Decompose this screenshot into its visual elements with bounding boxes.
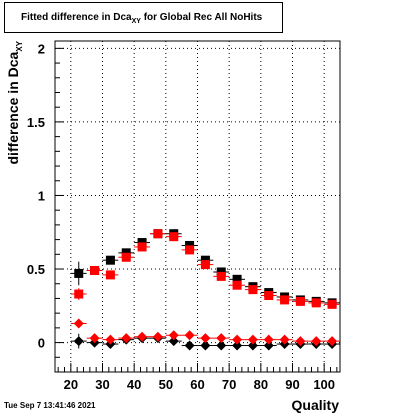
y-tick-label: 1.5 [27, 115, 45, 130]
y-tick-label: 0.5 [27, 262, 45, 277]
data-point-square [90, 265, 100, 275]
data-point-square [232, 280, 242, 290]
data-point-square [200, 260, 210, 270]
data-point-diamond [216, 333, 227, 344]
data-point-diamond [168, 336, 179, 347]
x-tick-label: 60 [190, 377, 204, 392]
x-tick-label: 70 [222, 377, 236, 392]
data-point-square [153, 229, 163, 239]
x-axis-label: Quality [292, 397, 340, 413]
chart-title-box: Fitted difference in DcaXY for Global Re… [4, 2, 283, 33]
data-point-diamond [295, 336, 306, 347]
data-point-square [74, 289, 84, 299]
x-tick-label: 90 [285, 377, 299, 392]
data-point-diamond [247, 334, 258, 345]
y-tick-label: 1 [38, 188, 45, 203]
data-point-diamond [311, 336, 322, 347]
data-point-square [295, 296, 305, 306]
y-tick-label: 2 [38, 41, 45, 56]
data-point-square [264, 291, 274, 301]
data-point-diamond [216, 340, 227, 351]
data-point-square [232, 274, 242, 284]
x-tick-label: 80 [254, 377, 268, 392]
data-point-diamond [184, 340, 195, 351]
x-tick-label: 100 [313, 377, 335, 392]
y-axis-label: difference in DcaXY [5, 40, 24, 164]
data-point-diamond [263, 334, 274, 345]
data-point-square [248, 285, 258, 295]
data-point-diamond [73, 318, 84, 329]
data-point-square [169, 232, 179, 242]
data-point-diamond [200, 333, 211, 344]
data-point-diamond [105, 334, 116, 345]
data-point-diamond [200, 340, 211, 351]
x-tick-label: 40 [127, 377, 141, 392]
data-point-square [327, 299, 337, 309]
footer-date: Tue Sep 7 13:41:46 2021 [4, 401, 96, 410]
data-point-diamond [152, 331, 163, 342]
data-point-square [74, 268, 84, 278]
data-point-diamond [247, 340, 258, 351]
data-point-diamond [232, 334, 243, 345]
data-point-diamond [263, 340, 274, 351]
x-tick-label: 20 [64, 377, 78, 392]
data-point-diamond [232, 340, 243, 351]
data-point-square [311, 298, 321, 308]
chart-title-subscript: XY [131, 18, 141, 25]
data-point-diamond [168, 330, 179, 341]
data-point-diamond [327, 336, 338, 347]
data-point-diamond [137, 331, 148, 342]
data-point-square [105, 270, 115, 280]
chart-title: Fitted difference in DcaXY for Global Re… [21, 12, 263, 25]
data-point-square [185, 245, 195, 255]
data-point-square [121, 252, 131, 262]
data-point-square [216, 271, 226, 281]
data-point-diamond [184, 330, 195, 341]
data-point-diamond [73, 336, 84, 347]
x-tick-label: 30 [95, 377, 109, 392]
data-point-diamond [279, 334, 290, 345]
data-point-diamond [89, 333, 100, 344]
data-point-square [137, 242, 147, 252]
x-tick-label: 50 [159, 377, 173, 392]
plot-frame [54, 40, 341, 373]
y-tick-label: 0 [38, 336, 45, 351]
data-point-square [280, 295, 290, 305]
data-point-diamond [121, 333, 132, 344]
data-point-square [105, 255, 115, 265]
